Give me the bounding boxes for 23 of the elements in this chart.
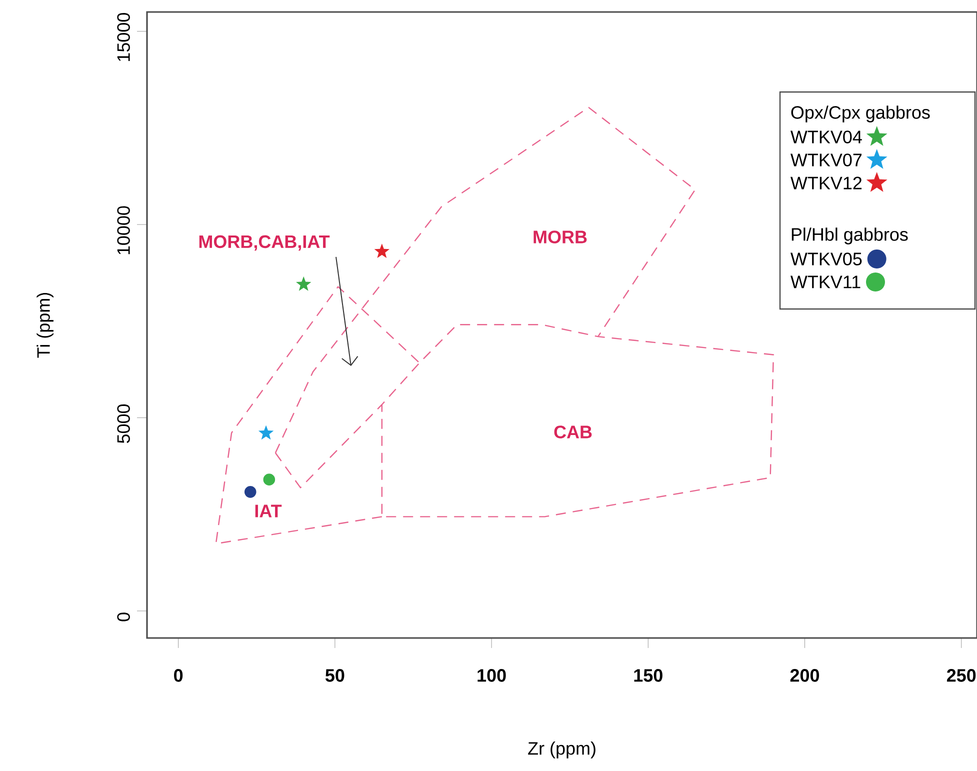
x-tick-label: 250 <box>946 669 976 682</box>
annotation: MORB,CAB,IAT <box>199 235 330 251</box>
legend-label: WTKV04 <box>790 130 862 144</box>
y-tick-label: 0 <box>117 612 130 622</box>
x-tick-label: 150 <box>634 669 662 682</box>
legend-label: WTKV07 <box>790 154 862 166</box>
x-tick-label: 200 <box>790 669 820 682</box>
y-axis-title: Ti (ppm) <box>36 292 54 358</box>
x-tick-label: 100 <box>478 669 506 682</box>
legend-label: WTKV12 <box>790 176 862 190</box>
x-axis-title: Zr (ppm) <box>528 742 596 758</box>
legend-label: WTKV11 <box>790 276 860 288</box>
y-tick-label: 15000 <box>117 12 130 61</box>
y-tick-label: 5000 <box>117 404 130 444</box>
legend-label: WTKV05 <box>790 252 862 266</box>
annotation: Pl/Hbl gabbros <box>792 228 908 244</box>
annotation: MORB <box>534 230 587 244</box>
annotation: CAB <box>554 426 592 438</box>
y-tick-label: 10000 <box>117 206 130 254</box>
legend-title: Opx/Cpx gabbros <box>791 106 930 122</box>
x-tick-label: 50 <box>325 669 344 682</box>
annotation: IAT <box>255 504 282 518</box>
x-tick-label: 0 <box>174 669 183 682</box>
